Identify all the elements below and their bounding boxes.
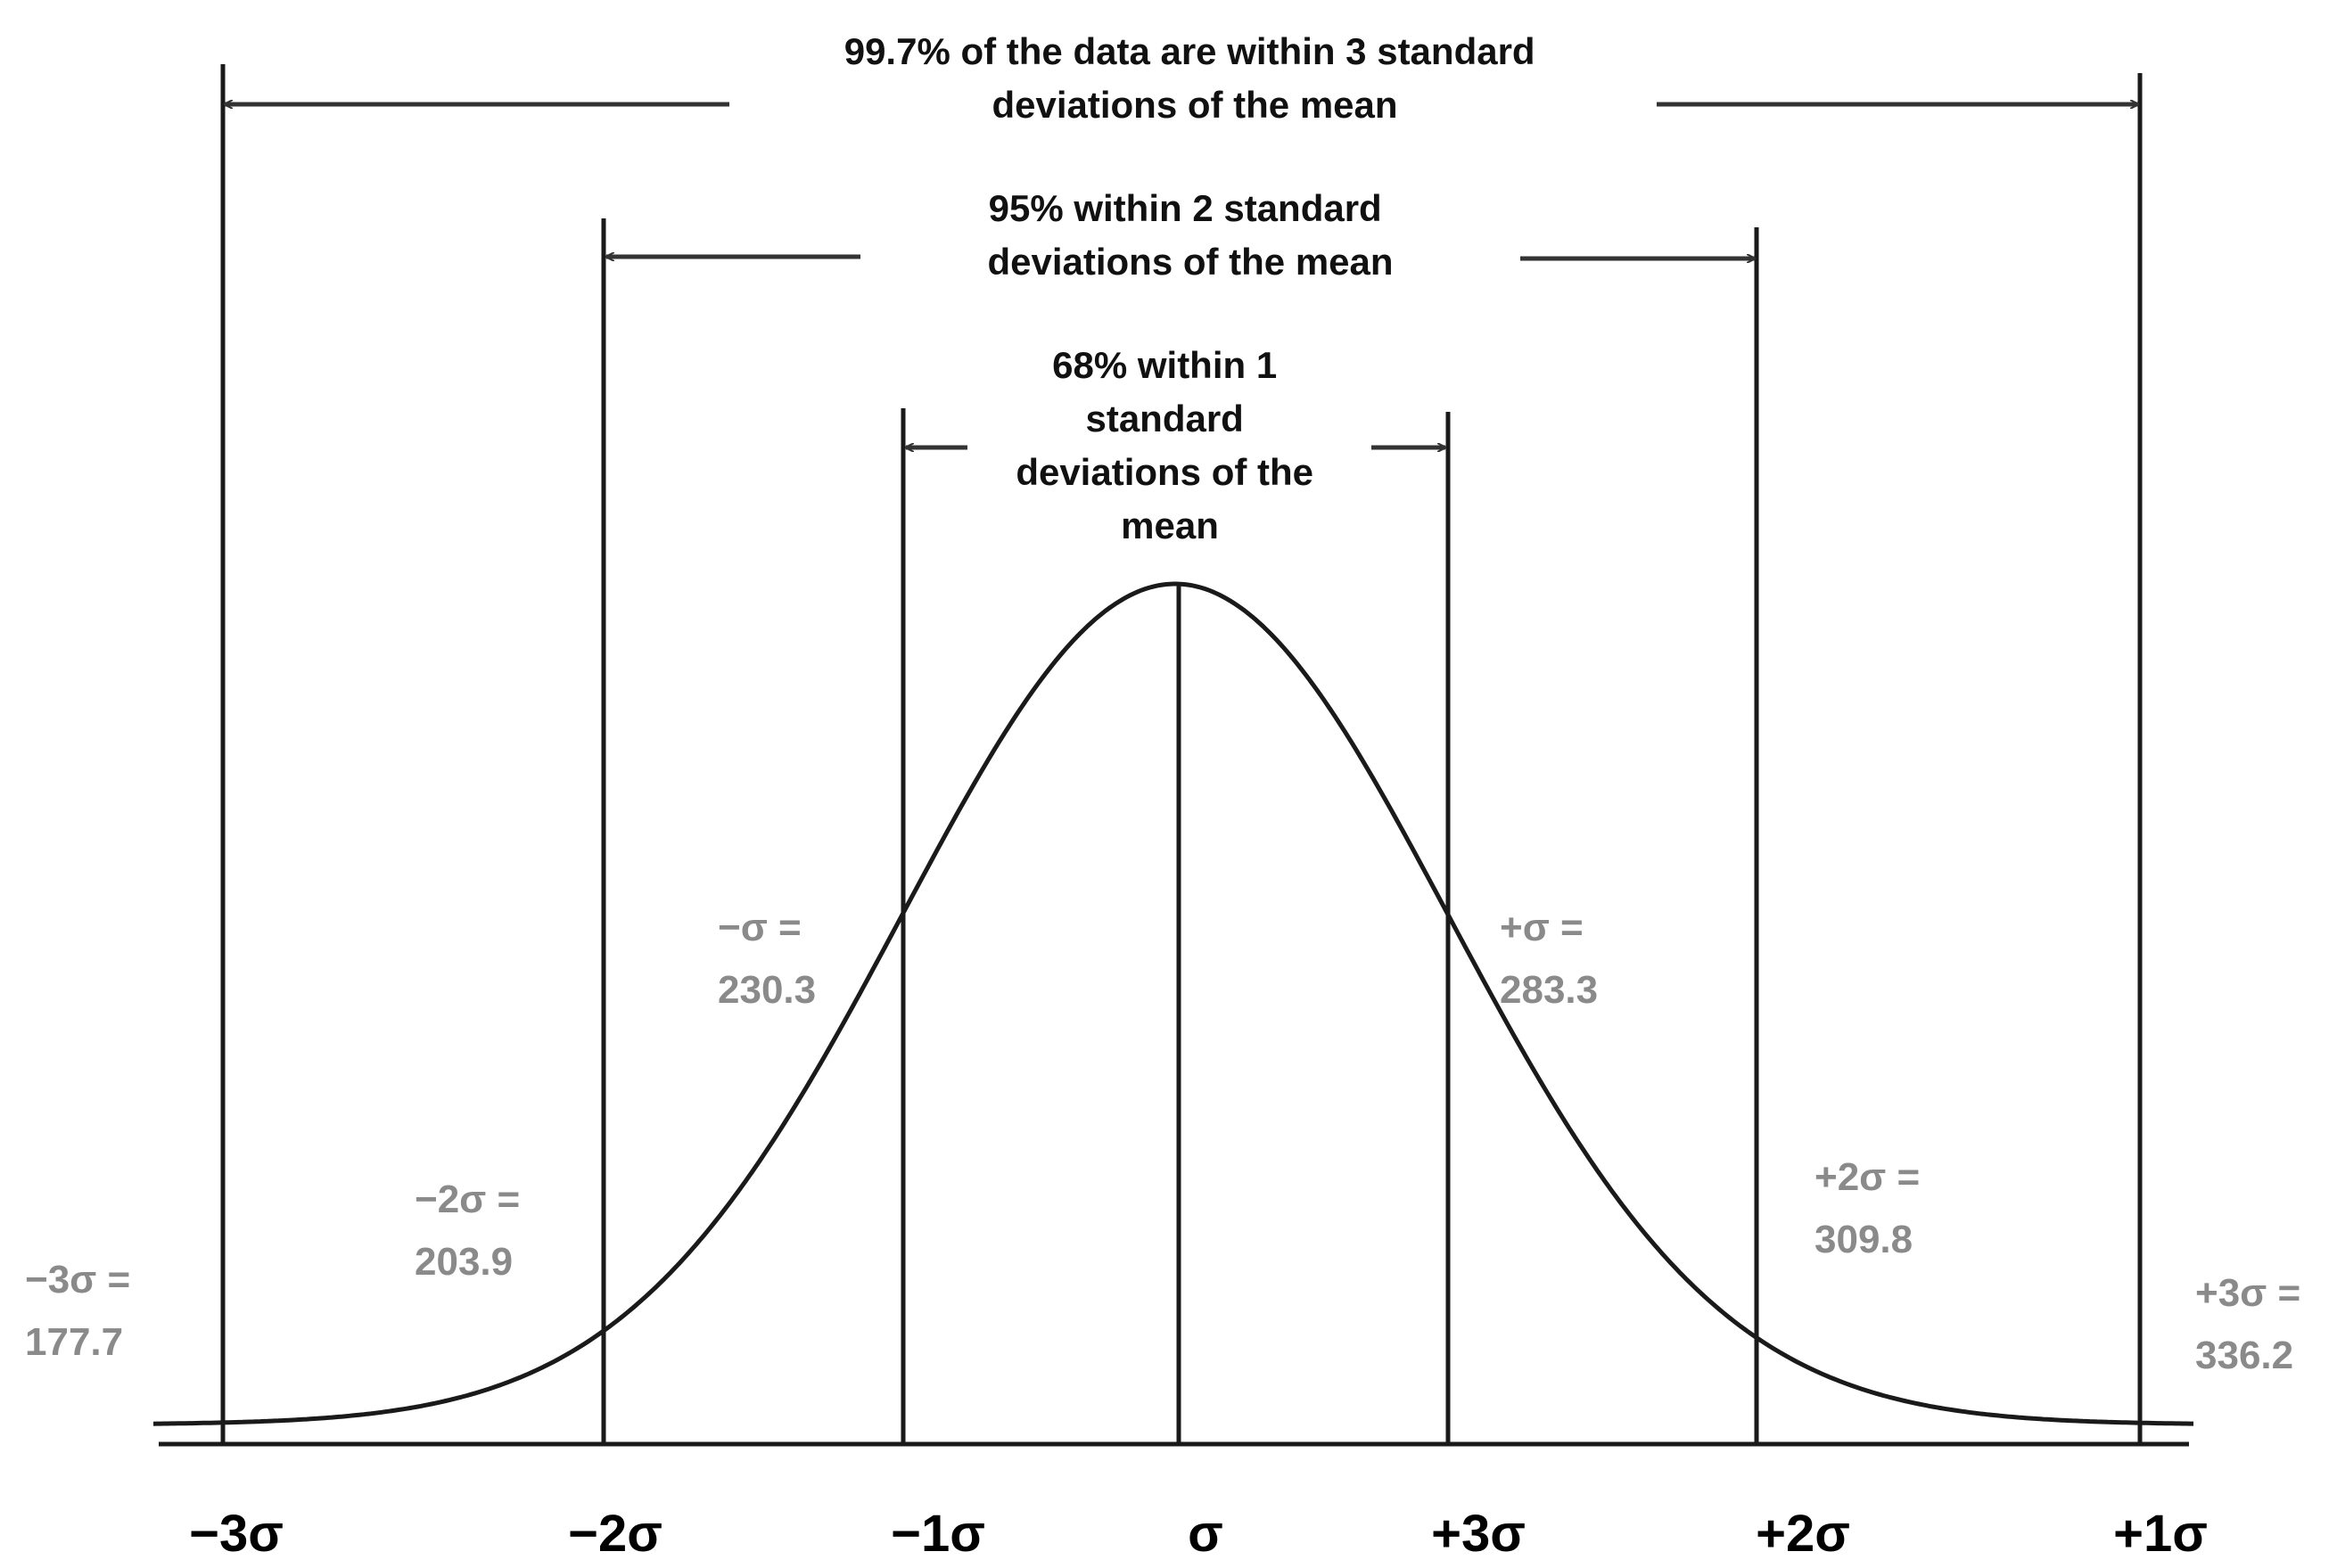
label-plus2sigma: +2σ = 309.8 — [1814, 1155, 1930, 1261]
label-minus2sigma: −2σ = 203.9 — [415, 1178, 531, 1284]
axis-tick-plus3sigma: +3σ — [1431, 1505, 1526, 1563]
caption-2sd-line1: 95% within 2 standard — [989, 187, 1382, 229]
caption-2sd-line2: deviations of the mean — [987, 241, 1393, 283]
caption-1sd-line4: mean — [1121, 505, 1219, 546]
axis-tick-plus1sigma: +1σ — [2113, 1505, 2208, 1563]
caption-1sd-line2: standard — [1085, 398, 1243, 439]
caption-1sd: 68% within 1 standard deviations of the … — [1016, 344, 1323, 546]
label-minus1sigma: −σ = 230.3 — [718, 906, 816, 1012]
label-plus1sigma: +σ = 283.3 — [1500, 906, 1598, 1012]
caption-2sd: 95% within 2 standard deviations of the … — [987, 187, 1393, 283]
axis-tick-minus2sigma: −2σ — [568, 1505, 662, 1563]
axis-tick-plus2sigma: +2σ — [1756, 1505, 1850, 1563]
caption-3sd-line2: deviations of the mean — [992, 84, 1397, 126]
caption-3sd-line1: 99.7% of the data are within 3 standard — [844, 30, 1535, 72]
caption-3sd: 99.7% of the data are within 3 standard … — [844, 30, 1546, 126]
axis-tick-minus1sigma: −1σ — [891, 1505, 985, 1563]
label-plus3sigma: +3σ = 336.2 — [2195, 1271, 2311, 1377]
axis-tick-sigma: σ — [1188, 1505, 1223, 1563]
bell-curve — [152, 581, 2193, 1426]
caption-1sd-line1: 68% within 1 — [1052, 344, 1277, 386]
caption-1sd-line3: deviations of the — [1016, 451, 1313, 493]
axis-tick-minus3sigma: −3σ — [189, 1505, 284, 1563]
label-minus3sigma: −3σ = 177.7 — [25, 1258, 141, 1364]
